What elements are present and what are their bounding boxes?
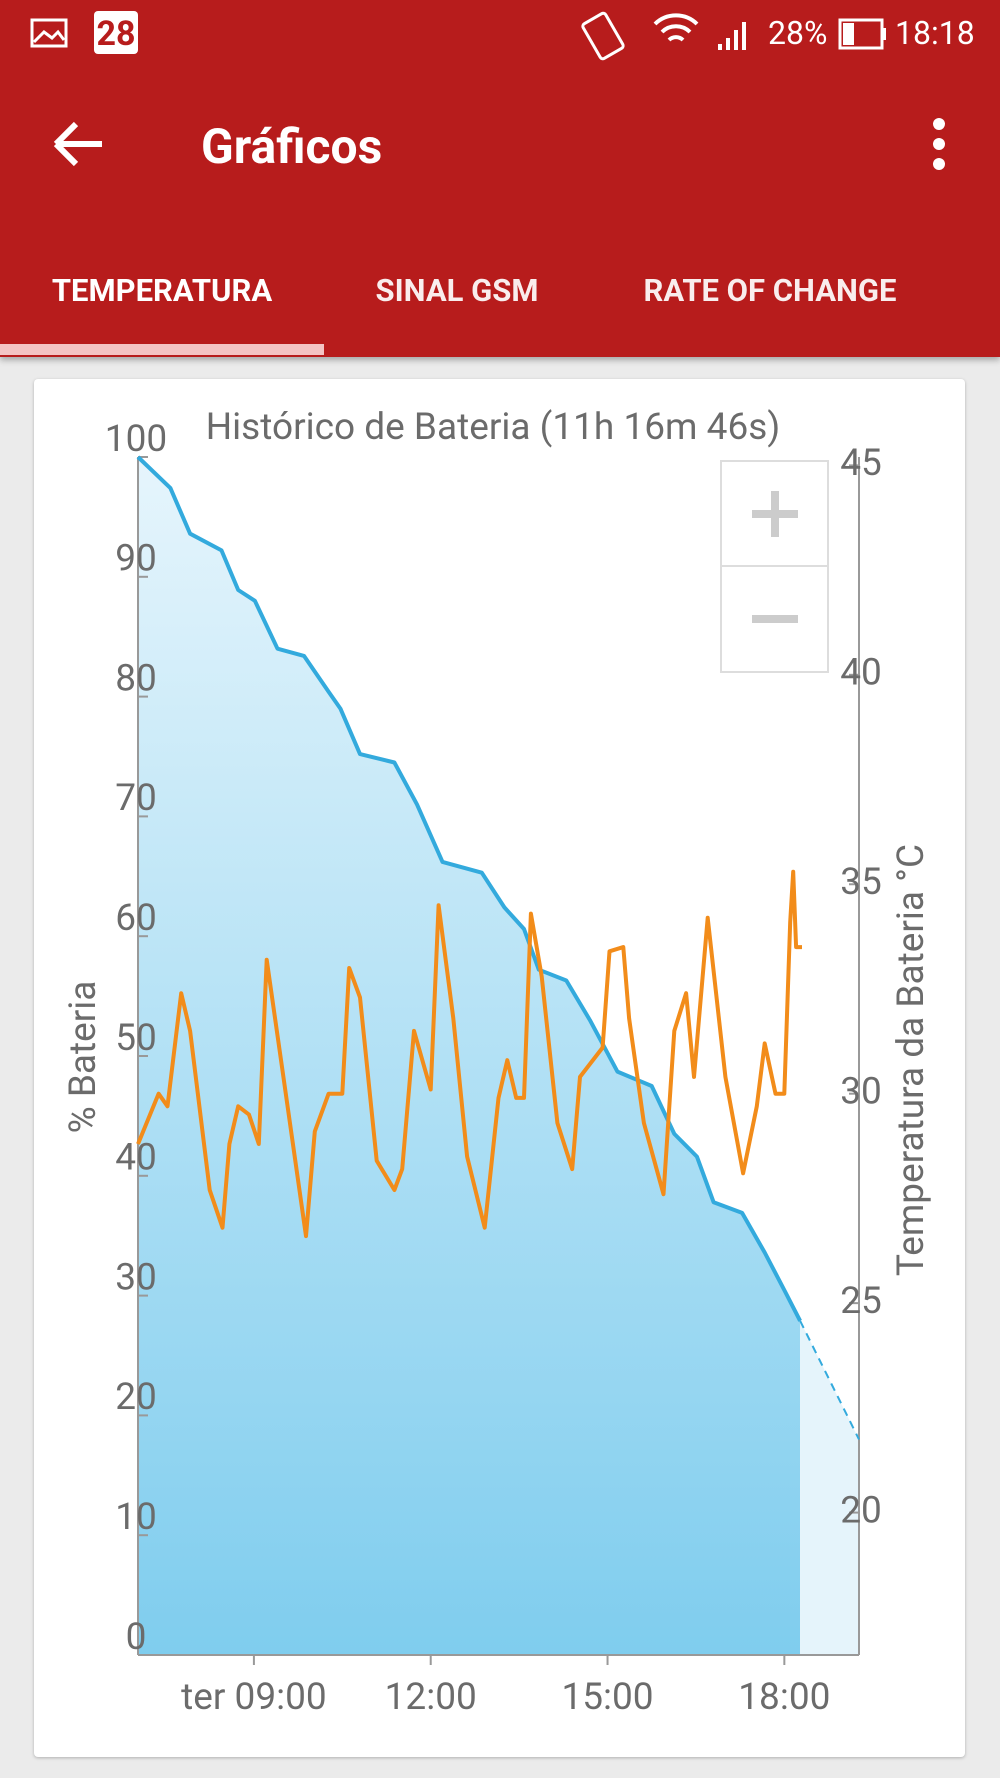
status-icons [30,11,886,61]
y-tick-label: 40 [115,1137,157,1180]
y-tick-label: 70 [115,777,157,820]
area [138,457,801,1655]
y-tick-label: 80 [115,657,157,700]
calendar-icon [94,11,138,54]
screen-title: Gráficos [201,118,383,175]
zoom-in[interactable] [752,491,798,537]
x-tick-label: ter 09:00 [181,1676,327,1719]
tab[interactable]: SINAL GSM [375,272,539,309]
y-tick-label: 90 [115,538,157,581]
y2-tick-label: 20 [840,1489,882,1532]
calendar-day: 28 [96,14,136,54]
back-button[interactable] [48,114,108,174]
y2-tick-label: 40 [840,652,882,695]
y-tick-label: 100 [105,418,167,461]
zoom-control[interactable] [720,460,829,673]
gallery-icon [30,18,68,48]
y2-tick-label: 30 [840,1070,882,1113]
y-tick-label: 20 [115,1376,157,1419]
menu-button[interactable] [924,114,954,174]
y-tick-label: 30 [115,1256,157,1299]
line [136,869,802,1239]
gallery-icon-line [32,29,66,44]
chart-title: Histórico de Bateria (11h 16m 46s) [206,406,781,449]
y2-tick-label: 25 [840,1280,882,1323]
x-tick-label: 15:00 [561,1676,653,1719]
y-tick-label: 60 [115,897,157,940]
y-tick-label: 10 [115,1496,157,1539]
tab-indicator [0,344,324,355]
y-tick-label: 50 [115,1017,157,1060]
y2-tick-label: 35 [840,861,882,904]
vibrate-icon [581,11,625,61]
battery-tip [882,28,886,40]
x-tick-label: 18:00 [738,1676,830,1719]
battery-level [843,23,854,45]
tab[interactable]: RATE OF CHANGE [643,272,897,309]
app-bar: 28 28% 18:18 Gráficos TEMPERATURA SINAL … [0,0,1000,357]
back-arrow [53,121,102,167]
y-axis-label: % Bateria [62,981,105,1134]
signal-icon [718,22,746,50]
wifi-icon [653,13,699,42]
area [800,1320,859,1655]
y2-tick-label: 45 [840,442,882,485]
y-tick-label: 0 [126,1616,147,1659]
clock: 18:18 [895,14,975,52]
x-tick-label: 12:00 [385,1676,477,1719]
tab[interactable]: TEMPERATURA [51,272,273,309]
battery-percent: 28% [768,14,828,52]
line [136,455,802,1322]
y2-axis-label: Temperatura da Bateria °C [890,844,933,1276]
